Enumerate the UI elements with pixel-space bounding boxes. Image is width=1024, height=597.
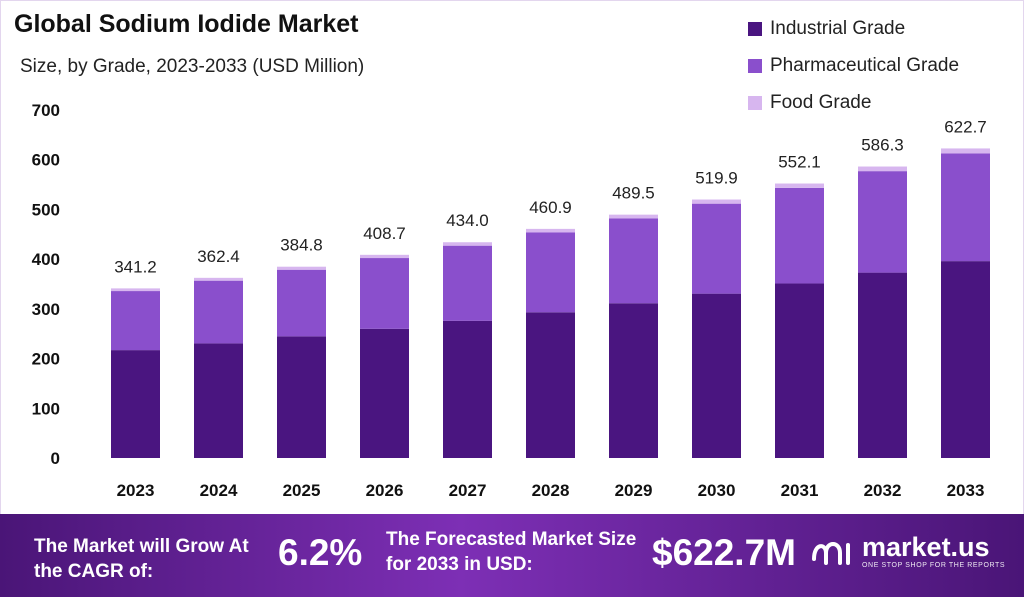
bar-segment-pharmaceutical-grade [858,171,907,273]
bar-total-label: 586.3 [861,136,904,155]
legend-item: Industrial Grade [748,10,959,47]
bar-segment-food-grade [360,254,409,259]
bar-segment-food-grade [775,183,824,188]
y-tick-label: 200 [32,350,60,369]
brand-tagline: ONE STOP SHOP FOR THE REPORTS [862,562,1006,569]
bar-total-label: 489.5 [612,184,655,203]
cagr-label: The Market will Grow At the CAGR of: [34,536,249,582]
x-tick-label: 2025 [283,481,321,500]
legend-label: Food Grade [770,91,872,113]
bar-segment-food-grade [858,166,907,172]
bar-segment-industrial-grade [194,343,243,458]
legend-swatch [748,58,762,73]
bar-segment-food-grade [941,148,990,154]
bar-segment-food-grade [526,228,575,233]
bar-segment-pharmaceutical-grade [443,245,492,321]
legend: Industrial Grade Pharmaceutical Grade Food… [748,10,959,121]
bar-total-label: 341.2 [114,257,157,276]
bar-segment-industrial-grade [277,336,326,458]
bar-segment-pharmaceutical-grade [941,153,990,262]
bar-segment-food-grade [443,242,492,246]
bar-segment-pharmaceutical-grade [775,187,824,284]
footer-banner: The Market will Grow At the CAGR of: 6.2… [0,514,1024,597]
bar-segment-food-grade [111,288,160,292]
bar-total-label: 552.1 [778,153,821,172]
bar-segment-industrial-grade [360,328,409,458]
bar-segment-industrial-grade [941,261,990,458]
x-tick-label: 2033 [947,481,985,500]
forecast-label: The Forecasted Market Size for 2033 in U… [386,529,637,575]
bar-total-label: 519.9 [695,169,738,188]
legend-label: Industrial Grade [770,17,906,39]
chart-title: Global Sodium Iodide Market [14,10,359,38]
x-tick-label: 2030 [698,481,736,500]
y-tick-label: 700 [32,101,60,120]
bar-segment-food-grade [194,277,243,281]
cagr-value: 6.2% [278,532,363,573]
x-tick-label: 2024 [200,481,238,500]
x-tick-label: 2032 [864,481,902,500]
bar-segment-food-grade [692,199,741,204]
x-tick-label: 2026 [366,481,404,500]
x-tick-label: 2027 [449,481,487,500]
x-tick-label: 2028 [532,481,570,500]
bar-segment-food-grade [609,214,658,219]
bar-total-label: 384.8 [280,236,323,255]
legend-swatch [748,95,762,110]
y-tick-label: 100 [32,399,60,418]
bar-total-label: 622.7 [944,117,987,136]
y-tick-label: 600 [32,151,60,170]
bar-segment-pharmaceutical-grade [111,291,160,351]
brand: market.us ONE STOP SHOP FOR THE REPORTS [808,532,1005,569]
forecast-value: $622.7M [652,532,796,573]
y-tick-label: 300 [32,300,60,319]
legend-label: Pharmaceutical Grade [770,54,960,76]
legend-item: Food Grade [748,84,959,121]
market-us-logo-icon [812,541,850,565]
bar-segment-industrial-grade [443,320,492,458]
bar-segment-industrial-grade [526,312,575,458]
y-tick-label: 0 [51,449,60,468]
legend-item: Pharmaceutical Grade [748,47,959,84]
bar-total-label: 362.4 [197,247,240,266]
brand-name: market.us [862,532,990,562]
y-tick-label: 400 [32,250,60,269]
bar-segment-pharmaceutical-grade [526,232,575,313]
legend-swatch [748,21,762,36]
y-tick-label: 500 [32,200,60,219]
bar-segment-pharmaceutical-grade [360,258,409,329]
bar-segment-industrial-grade [609,303,658,458]
bar-segment-industrial-grade [692,293,741,458]
bar-segment-food-grade [277,266,326,270]
chart-subtitle: Size, by Grade, 2023-2033 (USD Million) [20,56,365,77]
x-tick-label: 2023 [117,481,155,500]
bar-segment-industrial-grade [111,350,160,458]
x-tick-label: 2029 [615,481,653,500]
x-tick-label: 2031 [781,481,819,500]
bar-segment-industrial-grade [858,272,907,458]
bar-segment-pharmaceutical-grade [194,280,243,344]
bar-segment-pharmaceutical-grade [692,203,741,294]
bar-total-label: 408.7 [363,224,406,243]
bar-segment-industrial-grade [775,283,824,458]
bar-total-label: 460.9 [529,198,572,217]
stacked-bar-chart: 0 100 200 300 400 500 600 700 341.2 2023 362.4 2024… [32,101,990,500]
bar-total-label: 434.0 [446,211,489,230]
bar-segment-pharmaceutical-grade [277,269,326,337]
bar-segment-pharmaceutical-grade [609,218,658,304]
